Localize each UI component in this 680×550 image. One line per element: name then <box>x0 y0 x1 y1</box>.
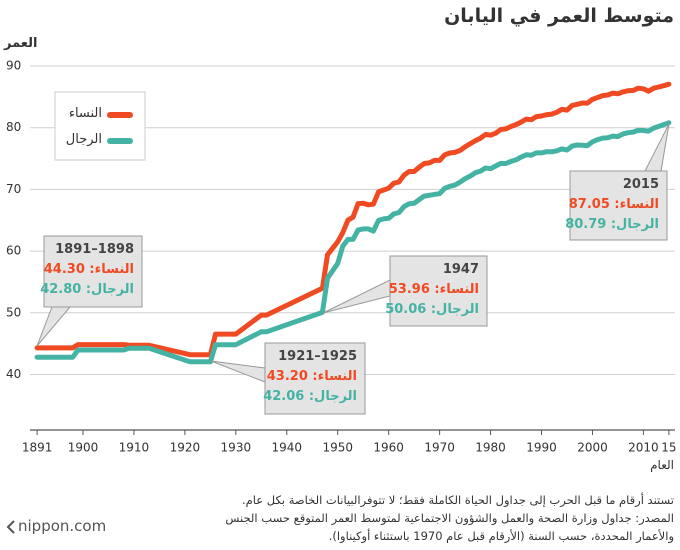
y-tick-label: 40 <box>6 367 21 381</box>
chart-title: متوسط العمر في اليابان <box>444 5 674 27</box>
legend-label: الرجال <box>65 132 102 147</box>
line-series <box>34 81 672 358</box>
x-tick-label: 1940 <box>272 441 303 455</box>
x-tick-label: 1970 <box>424 441 455 455</box>
annotation-women: النساء: 44.30 <box>43 262 134 277</box>
annotation-pointer <box>322 279 391 314</box>
annotation-men: الرجال: 42.06 <box>263 389 357 404</box>
y-tick-label: 90 <box>6 59 21 73</box>
annotation-pointer <box>210 360 266 383</box>
x-tick-label: 1910 <box>119 441 150 455</box>
y-axis-label: العمر <box>4 36 38 51</box>
x-tick-label: 1920 <box>170 441 201 455</box>
x-tick-label: 1980 <box>475 441 506 455</box>
legend-label: النساء <box>68 106 102 121</box>
annotation-women: النساء: 43.20 <box>266 369 357 384</box>
note: والأعمار المحددة، حسب السنة (الأرقام قبل… <box>328 529 674 543</box>
logo-icon <box>6 520 15 534</box>
x-tick-label: 1990 <box>526 441 557 455</box>
x-tick-label: 1960 <box>373 441 404 455</box>
annotation-cover <box>265 343 365 414</box>
x-tick-label: 15 <box>661 441 676 455</box>
x-axis-label: العام <box>650 458 674 472</box>
x-tick-label: 1900 <box>68 441 99 455</box>
y-tick-label: 60 <box>6 244 21 258</box>
x-tick-label: 2000 <box>577 441 608 455</box>
line-series <box>34 120 672 365</box>
annotation-period: 1921–1925 <box>278 349 357 364</box>
annotation-period: 2015 <box>622 177 659 192</box>
annotation-cover <box>44 236 142 307</box>
x-tick-label: 1950 <box>322 441 353 455</box>
note: المصدر: جداول وزارة الصحة والعمل والشؤون… <box>225 511 674 525</box>
x-tick-label: 1891 <box>22 441 53 455</box>
logo: nippon.com <box>18 517 107 535</box>
note: تستند أرقام ما قبل الحرب إلى جداول الحيا… <box>242 493 674 507</box>
annotation-cover <box>570 171 667 240</box>
annotation-period: 1947 <box>442 262 479 277</box>
y-tick-label: 80 <box>6 120 21 134</box>
annotation-women: النساء: 53.96 <box>388 282 479 297</box>
x-tick-label: 2010 <box>628 441 659 455</box>
annotation-men: الرجال: 50.06 <box>385 302 479 317</box>
y-tick-label: 70 <box>6 182 21 196</box>
annotation-women: النساء: 87.05 <box>568 197 659 212</box>
x-tick-label: 1930 <box>221 441 252 455</box>
annotation-men: الرجال: 80.79 <box>565 217 659 232</box>
annotation-cover <box>390 256 487 326</box>
legend-box <box>54 91 146 161</box>
y-tick-label: 50 <box>6 305 21 319</box>
annotation-men: الرجال: 42.80 <box>40 282 134 297</box>
annotation-period: 1891–1898 <box>55 242 134 257</box>
